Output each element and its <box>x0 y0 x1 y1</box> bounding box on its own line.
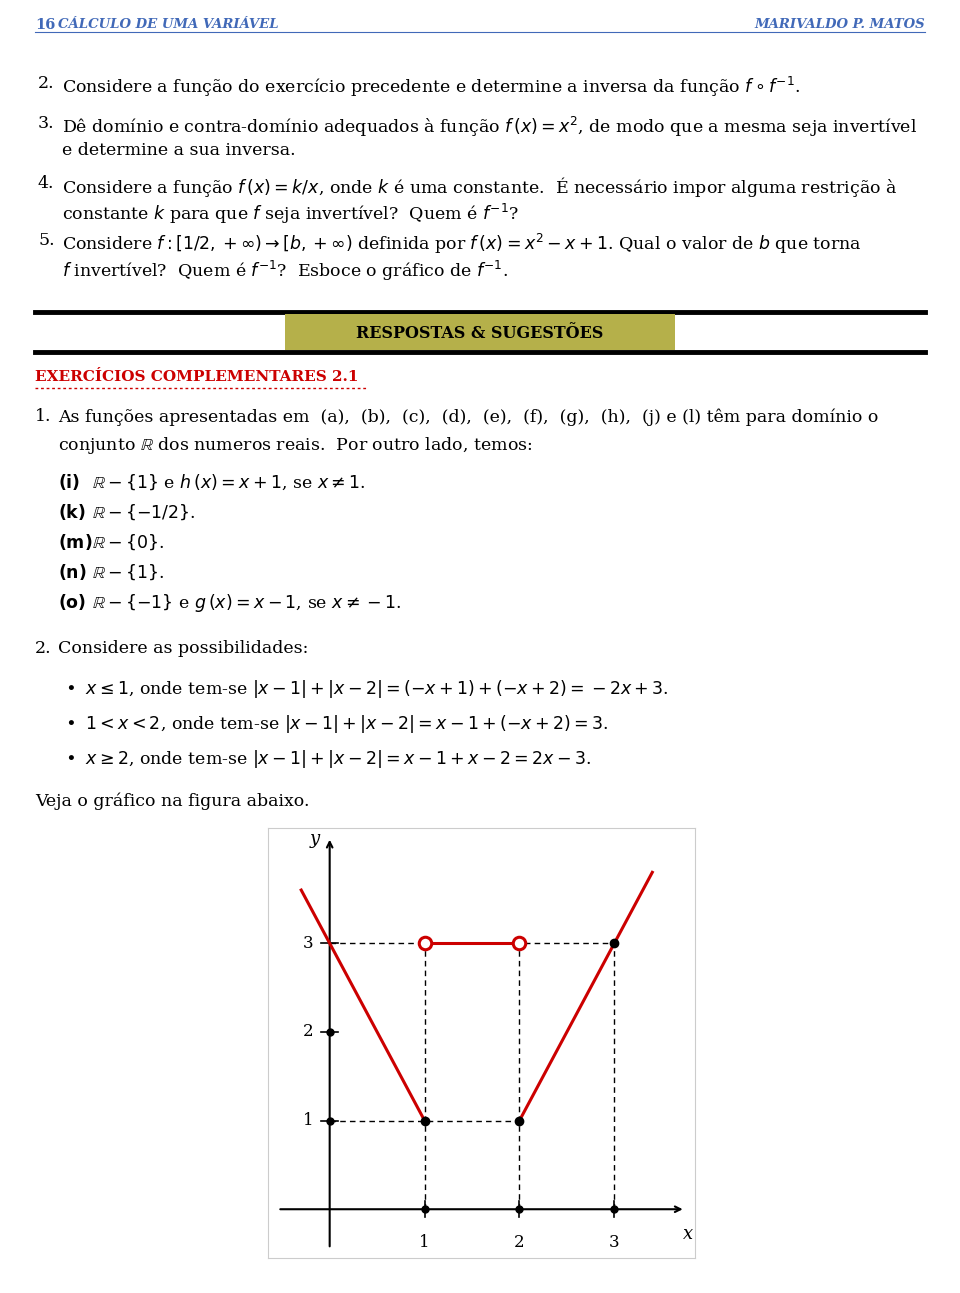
Text: $x \leq 1$, onde tem-se $|x - 1| + |x - 2| = (-x + 1) + (-x + 2) = -2x + 3$.: $x \leq 1$, onde tem-se $|x - 1| + |x - … <box>85 678 668 700</box>
Text: $\mathbf{(o)}$: $\mathbf{(o)}$ <box>58 592 86 612</box>
Text: $\mathbb{R} - \{-1\}$ e $g\,(x) = x - 1$, se $x \neq -1$.: $\mathbb{R} - \{-1\}$ e $g\,(x) = x - 1$… <box>92 592 401 614</box>
Text: 3: 3 <box>303 935 314 952</box>
Text: EXERCÍCIOS COMPLEMENTARES 2.1: EXERCÍCIOS COMPLEMENTARES 2.1 <box>35 370 358 384</box>
Text: As funções apresentadas em  (a),  (b),  (c),  (d),  (e),  (f),  (g),  (h),  (j) : As funções apresentadas em (a), (b), (c)… <box>58 409 878 425</box>
Text: $\mathbb{R} - \{0\}$.: $\mathbb{R} - \{0\}$. <box>92 531 164 552</box>
Text: 1: 1 <box>303 1112 314 1129</box>
Text: Considere a função $f\,(x) = k/x$, onde $k$ é uma constante.  É necessário impor: Considere a função $f\,(x) = k/x$, onde … <box>62 175 898 199</box>
Bar <box>285 314 675 350</box>
Text: 16: 16 <box>35 18 56 32</box>
Text: $\bullet$: $\bullet$ <box>65 747 75 765</box>
Text: $\mathbb{R} - \{1\}$ e $h\,(x) = x + 1$, se $x \neq 1$.: $\mathbb{R} - \{1\}$ e $h\,(x) = x + 1$,… <box>92 472 366 491</box>
Text: 1.: 1. <box>35 409 52 425</box>
Text: $f$ invertível?  Quem é $f^{-1}$?  Esboce o gráfico de $f^{-1}$.: $f$ invertível? Quem é $f^{-1}$? Esboce … <box>62 259 508 283</box>
Text: $\mathbf{(k)}$: $\mathbf{(k)}$ <box>58 502 85 522</box>
Text: $\mathbf{(n)}$: $\mathbf{(n)}$ <box>58 562 86 582</box>
Text: constante $k$ para que $f$ seja invertível?  Quem é $f^{-1}$?: constante $k$ para que $f$ seja invertív… <box>62 202 518 226</box>
Text: $\bullet$: $\bullet$ <box>65 678 75 696</box>
Text: x: x <box>683 1224 693 1243</box>
Text: $x \geq 2$, onde tem-se $|x - 1| + |x - 2| = x - 1 + x - 2 = 2x - 3$.: $x \geq 2$, onde tem-se $|x - 1| + |x - … <box>85 747 591 771</box>
Text: 2.: 2. <box>35 640 52 657</box>
Text: $\mathbf{(m)}$: $\mathbf{(m)}$ <box>58 531 92 552</box>
Text: $1 < x < 2$, onde tem-se $|x - 1| + |x - 2| = x - 1 + (-x + 2) = 3$.: $1 < x < 2$, onde tem-se $|x - 1| + |x -… <box>85 712 609 734</box>
Text: $\mathbb{R} - \{1\}$.: $\mathbb{R} - \{1\}$. <box>92 562 164 582</box>
Text: Considere as possibilidades:: Considere as possibilidades: <box>58 640 308 657</box>
Text: Considere a função do exercício precedente e determine a inversa da função $f \c: Considere a função do exercício preceden… <box>62 75 801 100</box>
Text: Veja o gráfico na figura abaixo.: Veja o gráfico na figura abaixo. <box>35 793 309 811</box>
Text: RESPOSTAS & SUGESTÕES: RESPOSTAS & SUGESTÕES <box>356 325 604 341</box>
Text: 3: 3 <box>609 1234 619 1252</box>
Text: CÁLCULO DE UMA VARIÁVEL: CÁLCULO DE UMA VARIÁVEL <box>58 18 278 31</box>
Text: 3.: 3. <box>38 115 55 132</box>
Text: 2.: 2. <box>38 75 55 92</box>
Text: Considere $f : [1/2, +\infty) \rightarrow [b, +\infty)$ definida por $f\,(x) = x: Considere $f : [1/2, +\infty) \rightarro… <box>62 231 862 256</box>
Text: e determine a sua inversa.: e determine a sua inversa. <box>62 142 296 159</box>
Text: $\mathbf{(i)}$: $\mathbf{(i)}$ <box>58 472 81 493</box>
Text: MARIVALDO P. MATOS: MARIVALDO P. MATOS <box>755 18 925 31</box>
Text: $\mathbb{R} - \{-1/2\}$.: $\mathbb{R} - \{-1/2\}$. <box>92 502 195 521</box>
Text: 2: 2 <box>515 1234 525 1252</box>
Text: 5.: 5. <box>38 231 55 250</box>
Text: $\bullet$: $\bullet$ <box>65 712 75 731</box>
Text: Dê domínio e contra-domínio adequados à função $f\,(x) = x^2$, de modo que a mes: Dê domínio e contra-domínio adequados à … <box>62 115 917 140</box>
Text: 4.: 4. <box>38 175 55 191</box>
Text: conjunto $\mathbb{R}$ dos numeros reais.  Por outro lado, temos:: conjunto $\mathbb{R}$ dos numeros reais.… <box>58 434 533 456</box>
Text: 1: 1 <box>420 1234 430 1252</box>
Text: y: y <box>310 830 321 848</box>
Text: 2: 2 <box>303 1024 314 1041</box>
